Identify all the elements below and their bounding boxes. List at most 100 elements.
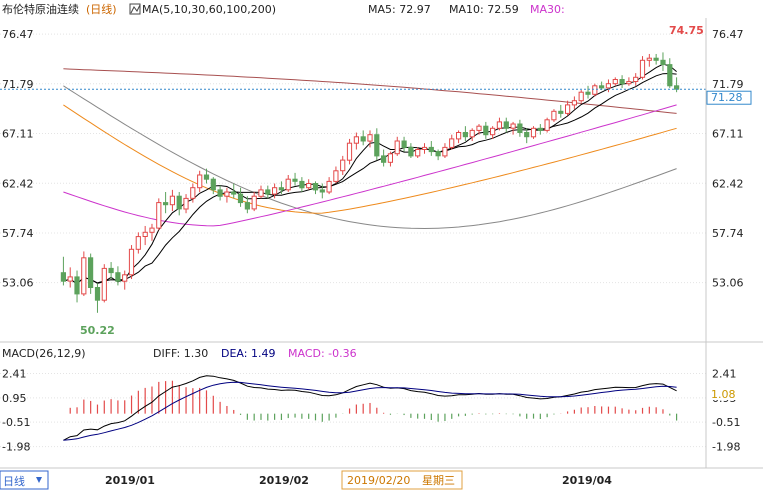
candle [197,170,203,192]
candle [169,189,176,212]
candle [605,79,611,93]
candle [217,185,223,201]
candle [592,83,598,97]
min-price-label: 50.22 [80,324,115,337]
ma5-label: MA5: 72.97 [368,3,431,16]
candle-body [67,276,73,282]
y-tick-left: 76.47 [2,28,34,41]
candle-body [190,187,196,199]
ma30-label: MA30: [530,3,565,16]
candle-body [299,180,305,189]
candle [183,194,189,214]
candle [660,52,666,71]
candle [639,56,646,80]
candle [394,136,400,156]
period-tag: (日线) [86,2,117,16]
max-price-label: 74.75 [669,24,704,37]
y-tick-left: 62.42 [2,177,34,190]
main-grid [0,33,706,284]
candle [319,183,325,199]
candle [285,175,291,192]
ma-toggle-icon[interactable] [129,3,141,15]
macd-y-tick-left: 2.41 [2,368,27,381]
candle [278,181,284,195]
candle [231,183,237,199]
candle-body [272,187,278,195]
macd-y-tick-left: -0.51 [2,416,30,429]
y-tick-left: 53.06 [2,277,34,290]
macd-histogram [69,380,678,422]
cursor-date-tag: 2019/02/20 星期三 [341,470,463,490]
candle [326,177,332,195]
candle [156,198,162,231]
candle [456,130,462,144]
candle-body [394,140,400,155]
candle [428,141,434,156]
candle [265,185,271,199]
candle-body [319,189,325,193]
candle-body [503,121,509,129]
candle-body [176,195,182,210]
candle-body [108,267,114,274]
candle-body [639,59,646,78]
dea-marker-tag: 1.08 [707,387,747,401]
candle-body [94,287,101,301]
candle-body [237,193,244,204]
ma10-line [63,72,677,285]
candle-body [163,202,169,206]
candle-body [210,178,216,191]
candle-body [88,257,94,288]
candle-body [558,110,564,114]
candle [128,245,135,280]
candle-body [251,195,257,210]
candle [353,132,359,150]
candle [299,177,305,192]
diff-line [63,375,677,441]
candle [476,124,482,135]
candle-body [306,183,312,189]
candle [524,128,530,144]
macd-y-tick-right: -0.51 [712,416,740,429]
candle-body [599,85,605,89]
cursor-weekday: 星期三 [422,474,455,487]
candle [210,177,216,195]
candle [674,77,680,93]
cursor-date: 2019/02/20 [347,474,410,487]
candle-body [244,202,251,210]
candle-body [401,140,407,148]
candle-body [258,189,264,197]
candle-body [544,119,550,131]
candle-body [265,189,271,195]
candle [203,168,210,184]
candle [469,128,475,142]
candle [237,187,244,207]
candle [435,149,441,161]
date-label-feb: 2019/02 [259,474,309,487]
candle-body [203,174,210,180]
candle-body [367,134,373,142]
period-button[interactable]: 日线 [0,470,49,490]
candle-body [435,151,441,157]
period-button-label: 日线 [3,474,25,488]
candle-body [74,276,80,295]
dea-marker-label: 1.08 [711,388,736,401]
candle-body [653,57,659,61]
candle-body [333,170,339,182]
candle-body [476,125,482,131]
candle-body [496,121,502,129]
candle [571,96,577,110]
candle-body [483,125,489,136]
candle-body [340,159,346,172]
macd-y-tick-right: -1.98 [712,441,740,454]
candle-body [374,134,380,157]
candle-body [292,178,298,182]
y-tick-right: 76.47 [712,28,744,41]
candle [333,166,339,184]
candle-body [469,129,475,138]
candle [585,85,591,99]
candle-body [285,178,291,191]
candle [408,143,414,159]
macd-y-tick-left: 0.95 [2,392,27,405]
candle-body [224,191,230,197]
candle [551,109,557,122]
